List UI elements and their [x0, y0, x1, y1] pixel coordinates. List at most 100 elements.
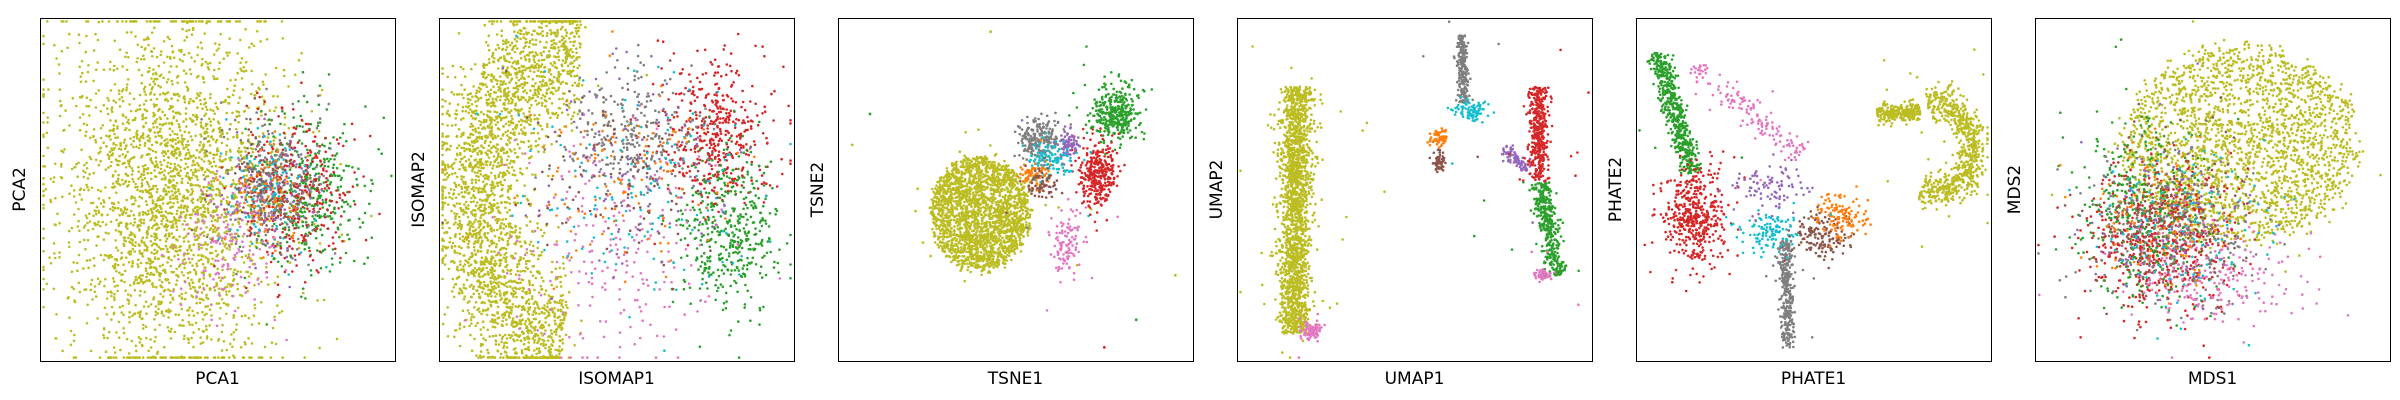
point	[271, 228, 274, 231]
point	[87, 64, 90, 67]
point	[246, 234, 249, 238]
point	[138, 138, 141, 141]
point	[219, 133, 223, 137]
point	[118, 271, 121, 275]
point	[67, 241, 71, 244]
point	[191, 120, 194, 123]
point	[173, 187, 177, 191]
point	[321, 143, 324, 146]
point	[202, 193, 205, 196]
point	[534, 276, 538, 280]
point	[236, 217, 240, 220]
point	[259, 159, 262, 162]
point	[310, 223, 314, 227]
point	[160, 214, 163, 218]
point	[539, 253, 543, 257]
point	[212, 240, 215, 243]
point	[192, 268, 196, 272]
point	[151, 282, 154, 286]
point	[257, 86, 261, 90]
point	[102, 68, 106, 71]
point	[122, 182, 125, 186]
point	[134, 116, 137, 120]
point	[117, 201, 120, 204]
point	[218, 165, 221, 169]
point	[318, 250, 322, 253]
point	[485, 163, 488, 167]
point	[317, 103, 321, 106]
point	[274, 342, 278, 346]
point	[289, 191, 292, 195]
point	[497, 67, 500, 70]
point	[46, 121, 49, 124]
point	[263, 219, 267, 223]
point	[197, 20, 201, 23]
point	[223, 186, 226, 190]
point	[565, 31, 569, 34]
point	[311, 229, 315, 232]
point	[88, 136, 92, 140]
point	[196, 198, 200, 202]
point	[191, 113, 195, 117]
point	[115, 270, 118, 273]
point	[135, 134, 138, 138]
point	[202, 271, 206, 275]
point	[89, 283, 93, 286]
point	[168, 281, 171, 285]
point	[132, 224, 135, 227]
point	[304, 220, 308, 224]
point	[191, 323, 194, 327]
point	[129, 137, 132, 140]
point	[294, 127, 298, 131]
point	[279, 155, 283, 159]
point	[113, 207, 117, 210]
point	[227, 356, 231, 359]
point	[302, 236, 306, 239]
point	[177, 356, 180, 359]
point	[137, 170, 141, 173]
point	[138, 356, 141, 359]
point	[187, 175, 190, 178]
point	[287, 228, 291, 232]
point	[516, 155, 520, 159]
point	[189, 135, 193, 138]
point	[97, 163, 101, 167]
point	[232, 314, 235, 317]
point	[201, 310, 204, 314]
point	[236, 52, 239, 55]
point	[187, 257, 191, 261]
point	[272, 236, 276, 239]
point	[214, 273, 217, 276]
point	[323, 161, 326, 164]
point	[151, 260, 155, 264]
point	[249, 195, 253, 199]
point	[183, 130, 187, 134]
point	[95, 295, 98, 298]
point	[304, 122, 308, 126]
point	[531, 283, 535, 287]
point	[502, 116, 506, 120]
point	[102, 141, 105, 144]
point	[504, 206, 507, 210]
point	[246, 190, 249, 194]
point	[178, 151, 181, 155]
point	[165, 229, 168, 232]
point	[135, 136, 139, 140]
point	[176, 239, 179, 242]
point	[204, 101, 208, 105]
point	[300, 233, 304, 237]
point	[211, 257, 214, 261]
point	[213, 264, 216, 268]
point	[247, 183, 251, 186]
point	[157, 303, 160, 306]
point	[190, 176, 194, 180]
point	[208, 251, 212, 255]
point	[262, 149, 266, 152]
point	[233, 356, 236, 359]
point	[496, 349, 500, 353]
point	[168, 133, 172, 137]
point	[176, 99, 180, 102]
point	[154, 160, 158, 163]
point	[262, 170, 265, 174]
point	[512, 86, 516, 90]
